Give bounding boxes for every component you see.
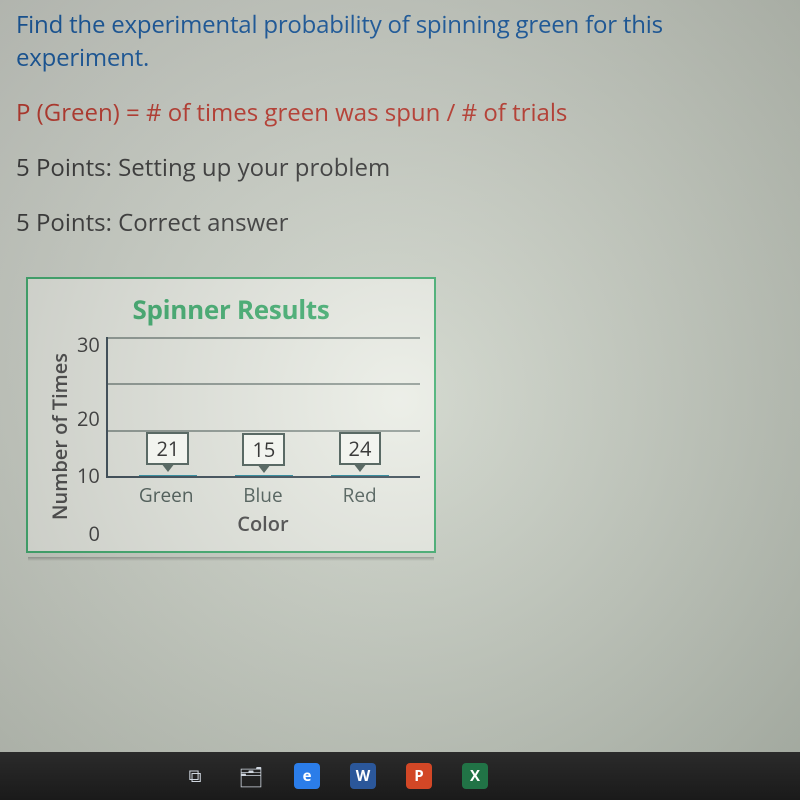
ytick-30: 30 bbox=[77, 331, 100, 358]
powerpoint-icon: P bbox=[406, 763, 432, 789]
points-answer: 5 Points: Correct answer bbox=[16, 206, 784, 239]
bar-blue bbox=[235, 475, 293, 476]
bar-slot-blue: 15 bbox=[235, 475, 293, 476]
edge-icon: e bbox=[294, 763, 320, 789]
worksheet-content: Find the experimental probability of spi… bbox=[0, 0, 800, 553]
chart-title: Spinner Results bbox=[42, 291, 420, 327]
taskbar-task-view-icon[interactable]: ⧉ bbox=[180, 761, 210, 791]
x-axis-label: Color bbox=[106, 510, 420, 537]
ytick-10: 10 bbox=[77, 462, 100, 489]
callout-blue: 15 bbox=[242, 433, 285, 466]
formula-text: P (Green) = # of times green was spun / … bbox=[16, 96, 784, 129]
callout-red: 24 bbox=[339, 432, 382, 465]
taskbar-word-icon[interactable]: W bbox=[348, 761, 378, 791]
task-view-icon: ⧉ bbox=[189, 764, 202, 788]
taskbar: ⧉ 🗂 e W P X bbox=[0, 752, 800, 800]
y-ticks: 30 20 10 0 bbox=[77, 337, 106, 537]
ytick-0: 0 bbox=[88, 520, 99, 547]
points-setup: 5 Points: Setting up your problem bbox=[16, 151, 784, 184]
xtick-green: Green bbox=[137, 482, 195, 508]
taskbar-excel-icon[interactable]: X bbox=[460, 761, 490, 791]
bar-slot-red: 24 bbox=[331, 475, 389, 476]
plot-wrap: Number of Times 30 20 10 0 21 bbox=[42, 337, 420, 537]
chart-frame: Spinner Results Number of Times 30 20 10… bbox=[26, 277, 436, 553]
x-ticks: Green Blue Red bbox=[106, 478, 420, 508]
bar-slot-green: 21 bbox=[139, 475, 197, 476]
xtick-red: Red bbox=[331, 482, 389, 508]
bars-container: 21 15 24 bbox=[108, 337, 420, 476]
taskbar-file-explorer-icon[interactable]: 🗂 bbox=[236, 761, 266, 791]
excel-icon: X bbox=[462, 763, 488, 789]
taskbar-edge-icon[interactable]: e bbox=[292, 761, 322, 791]
bar-red bbox=[331, 475, 389, 476]
plot-area: 21 15 24 bbox=[106, 337, 420, 478]
chart-shadow-rule bbox=[28, 557, 434, 561]
word-icon: W bbox=[350, 763, 376, 789]
callout-green: 21 bbox=[146, 432, 189, 465]
bar-green bbox=[139, 475, 197, 476]
xtick-blue: Blue bbox=[234, 482, 292, 508]
taskbar-powerpoint-icon[interactable]: P bbox=[404, 761, 434, 791]
question-text: Find the experimental probability of spi… bbox=[16, 8, 784, 74]
ytick-20: 20 bbox=[77, 405, 100, 432]
folder-icon: 🗂 bbox=[238, 763, 263, 790]
y-axis-label: Number of Times bbox=[42, 353, 77, 520]
